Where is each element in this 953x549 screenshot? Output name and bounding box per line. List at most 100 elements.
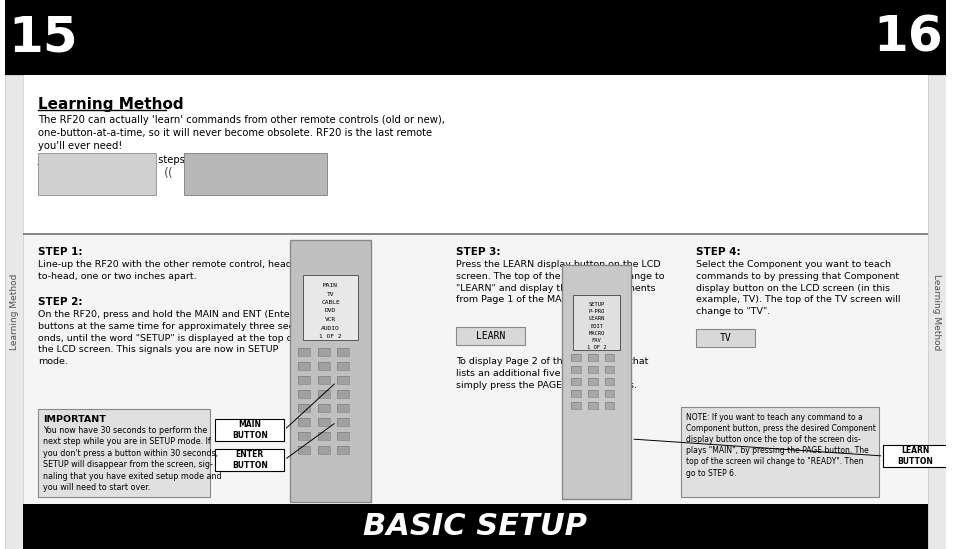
Bar [23, 504, 927, 549]
Bar [317, 390, 330, 398]
Bar [587, 390, 597, 397]
Bar [604, 378, 614, 385]
Text: Line-up the RF20 with the other remote control, head-
to-head, one or two inches: Line-up the RF20 with the other remote c… [38, 260, 294, 281]
Bar [337, 362, 349, 370]
Bar [297, 390, 310, 398]
Text: FAV: FAV [591, 338, 601, 343]
Text: TV: TV [327, 292, 334, 296]
Bar [882, 445, 946, 467]
Text: STEP 1:: STEP 1: [38, 247, 82, 257]
Text: Learning Method: Learning Method [931, 274, 941, 350]
Bar [38, 409, 210, 497]
Text: To display Page 2 of the MAIN menu that
lists an additional five Components,
sim: To display Page 2 of the MAIN menu that … [456, 357, 647, 390]
Text: DVD: DVD [325, 309, 335, 313]
Bar [317, 376, 330, 384]
Bar [456, 327, 524, 345]
Bar [680, 407, 878, 497]
Bar [317, 418, 330, 426]
Bar [215, 419, 284, 441]
Text: ENTER
BUTTON: ENTER BUTTON [232, 450, 268, 470]
Bar [317, 404, 330, 412]
Bar [927, 75, 944, 549]
Bar [571, 378, 580, 385]
Text: Press the LEARN display button on the LCD
screen. The top of the screen will cha: Press the LEARN display button on the LC… [456, 260, 663, 304]
Bar [571, 366, 580, 373]
Bar [23, 235, 927, 504]
Bar [337, 348, 349, 356]
Bar [297, 348, 310, 356]
Bar [215, 449, 284, 471]
Text: You now have 30 seconds to perform the
next step while you are in SETUP mode. If: You now have 30 seconds to perform the n… [43, 426, 221, 492]
Bar [680, 407, 878, 497]
Text: LEARN
BUTTON: LEARN BUTTON [896, 446, 932, 466]
Text: STEP 4:: STEP 4: [696, 247, 740, 257]
Bar [927, 75, 944, 549]
Bar [317, 348, 330, 356]
Bar [38, 153, 156, 195]
Bar [604, 390, 614, 397]
Bar [604, 366, 614, 373]
Bar [573, 295, 619, 350]
Bar [184, 153, 326, 195]
Bar [297, 404, 310, 412]
Bar [571, 402, 580, 409]
Bar [604, 390, 614, 397]
Bar [571, 354, 580, 361]
Bar [297, 446, 310, 454]
Bar [571, 354, 580, 361]
Bar [297, 376, 310, 384]
Bar [290, 240, 371, 502]
Bar [561, 265, 631, 499]
Text: Select the Component you want to teach
commands to by pressing that Component
di: Select the Component you want to teach c… [696, 260, 900, 316]
Bar [297, 446, 310, 454]
Text: 1 OF 2: 1 OF 2 [319, 334, 341, 339]
Bar [587, 402, 597, 409]
Bar [571, 378, 580, 385]
Bar [587, 366, 597, 373]
Bar [297, 432, 310, 440]
Bar [23, 233, 927, 235]
Bar [297, 418, 310, 426]
Bar [571, 402, 580, 409]
Bar [297, 362, 310, 370]
Text: SETUP: SETUP [588, 302, 604, 307]
Bar [337, 432, 349, 440]
Bar [297, 390, 310, 398]
Bar [571, 390, 580, 397]
Text: BASIC SETUP: BASIC SETUP [363, 512, 587, 541]
Text: AUDIO: AUDIO [321, 326, 339, 330]
Bar [337, 348, 349, 356]
Bar [337, 362, 349, 370]
Text: 15: 15 [8, 13, 77, 61]
Bar [337, 390, 349, 398]
Text: 16: 16 [872, 13, 942, 61]
Bar [604, 402, 614, 409]
Bar [297, 432, 310, 440]
Bar [573, 295, 619, 350]
Bar [604, 366, 614, 373]
Text: TV: TV [720, 333, 731, 343]
Bar [297, 376, 310, 384]
Bar [6, 75, 23, 549]
Bar [297, 348, 310, 356]
Bar [604, 354, 614, 361]
Bar [317, 446, 330, 454]
Text: NOTE: If you want to teach any command to a
Component button, press the desired : NOTE: If you want to teach any command t… [685, 413, 876, 478]
Bar [571, 390, 580, 397]
Bar [290, 240, 371, 502]
Bar [297, 418, 310, 426]
Bar [337, 376, 349, 384]
Text: P-PRO: P-PRO [588, 309, 604, 314]
Text: The RF20 can actually 'learn' commands from other remote controls (old or new),
: The RF20 can actually 'learn' commands f… [38, 115, 444, 165]
Text: EDIT: EDIT [590, 323, 602, 329]
Bar [337, 404, 349, 412]
Text: Learning Method: Learning Method [10, 274, 19, 350]
Bar [587, 354, 597, 361]
Bar [587, 354, 597, 361]
Bar [317, 418, 330, 426]
Text: STEP 2:: STEP 2: [38, 297, 82, 307]
Text: ((: (( [164, 167, 173, 181]
Bar [337, 446, 349, 454]
Text: LEARN: LEARN [588, 316, 604, 321]
Bar [303, 275, 357, 340]
